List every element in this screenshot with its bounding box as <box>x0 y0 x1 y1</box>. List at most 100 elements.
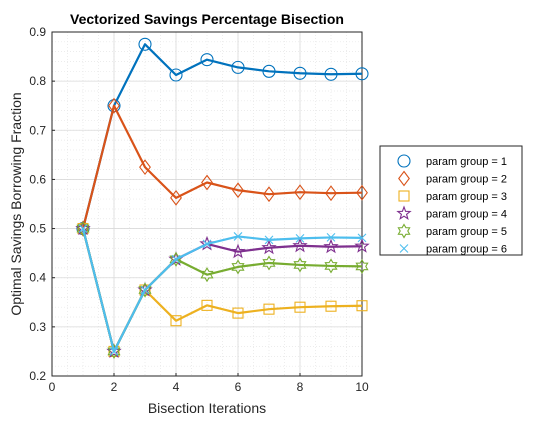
marker-shape <box>264 235 274 245</box>
marker-shape <box>355 67 369 81</box>
marker-shape <box>397 154 411 168</box>
data-point <box>263 303 275 315</box>
marker-shape <box>170 315 182 327</box>
y-axis-label: Optimal Savings Borrowing Fraction <box>8 92 24 315</box>
marker-shape <box>170 189 182 206</box>
marker-shape <box>108 97 120 114</box>
marker-shape <box>323 238 339 254</box>
marker-shape <box>230 243 246 259</box>
x-tick-label: 0 <box>49 380 56 394</box>
data-point <box>138 282 152 298</box>
data-point <box>231 259 245 275</box>
legend-marker <box>399 244 409 253</box>
data-point <box>324 258 338 274</box>
marker-shape <box>326 233 336 242</box>
legend: param group = 1 param group = 2 param grou… <box>379 145 523 256</box>
data-point <box>356 300 368 312</box>
data-point <box>109 347 119 356</box>
marker-shape <box>201 299 213 311</box>
marker-shape <box>324 258 338 274</box>
marker-shape <box>232 182 244 199</box>
series-line <box>81 43 363 229</box>
marker-shape <box>231 60 245 74</box>
grid-layer <box>51 31 363 377</box>
marker-shape <box>294 184 306 201</box>
data-point <box>354 238 370 253</box>
data-point <box>233 232 243 241</box>
data-point <box>323 238 339 254</box>
legend-entry-4: param group = 4 <box>396 205 507 221</box>
legend-marker <box>398 170 410 187</box>
marker-shape <box>263 186 275 203</box>
series-line <box>81 104 363 229</box>
data-point <box>263 186 275 203</box>
marker-shape <box>233 232 243 241</box>
data-point <box>356 184 368 201</box>
marker-shape <box>399 244 409 253</box>
data-point <box>294 184 306 201</box>
marker-shape <box>263 303 275 315</box>
y-tick-label: 0.3 <box>29 320 46 334</box>
legend-marker <box>397 223 411 239</box>
data-point <box>326 233 336 242</box>
data-point <box>355 258 369 274</box>
x-tick-label: 6 <box>235 380 242 394</box>
plot-frame <box>51 31 363 377</box>
y-tick-label: 0.6 <box>29 172 46 186</box>
data-point <box>201 174 213 191</box>
data-point <box>262 255 276 271</box>
marker-shape <box>201 174 213 191</box>
marker-shape <box>262 64 276 78</box>
data-point <box>325 300 337 312</box>
marker-shape <box>107 99 121 113</box>
x-tick-label: 2 <box>111 380 118 394</box>
marker-shape <box>398 170 410 187</box>
data-point <box>170 189 182 206</box>
marker-shape <box>398 190 410 202</box>
y-tick-label: 0.7 <box>29 123 46 137</box>
data-point <box>107 99 121 113</box>
data-point <box>355 67 369 81</box>
legend-label: param group = 5 <box>426 226 507 238</box>
marker-shape <box>324 67 338 81</box>
marker-shape <box>200 267 214 283</box>
series-line <box>81 228 363 353</box>
data-point <box>262 64 276 78</box>
legend-entry-6: param group = 6 <box>399 244 507 256</box>
y-tick-label: 0.5 <box>29 222 46 236</box>
data-point <box>232 182 244 199</box>
marker-shape <box>397 223 411 239</box>
series-layer <box>75 37 370 360</box>
series-1 <box>76 37 369 236</box>
data-point <box>294 301 306 313</box>
marker-shape <box>325 300 337 312</box>
y-tick-label: 0.4 <box>29 271 46 285</box>
marker-shape <box>261 239 277 255</box>
x-tick-label: 8 <box>297 380 304 394</box>
series-6 <box>78 224 367 356</box>
legend-entry-1: param group = 1 <box>397 154 507 168</box>
legend-marker <box>398 190 410 202</box>
marker-shape <box>295 234 305 243</box>
marker-shape <box>355 258 369 274</box>
y-tick-label: 0.2 <box>29 369 46 383</box>
data-point <box>76 220 90 237</box>
marker-shape <box>76 220 90 237</box>
data-point <box>169 68 183 82</box>
x-tick-label: 4 <box>173 380 180 394</box>
marker-shape <box>140 285 150 295</box>
data-point <box>170 315 182 327</box>
legend-label: param group = 4 <box>426 209 507 221</box>
legend-marker <box>396 205 412 221</box>
data-point <box>107 343 121 360</box>
data-point <box>292 237 308 253</box>
legend-entry-5: param group = 5 <box>397 223 507 239</box>
data-point <box>200 53 214 67</box>
marker-shape <box>293 66 307 80</box>
ticks-layer: 0 2 4 6 8 10 0.2 0.3 0.4 0.5 0.6 0.7 0.8 0.9 <box>29 25 369 394</box>
data-point <box>324 67 338 81</box>
data-point <box>232 307 244 319</box>
marker-shape <box>200 53 214 67</box>
